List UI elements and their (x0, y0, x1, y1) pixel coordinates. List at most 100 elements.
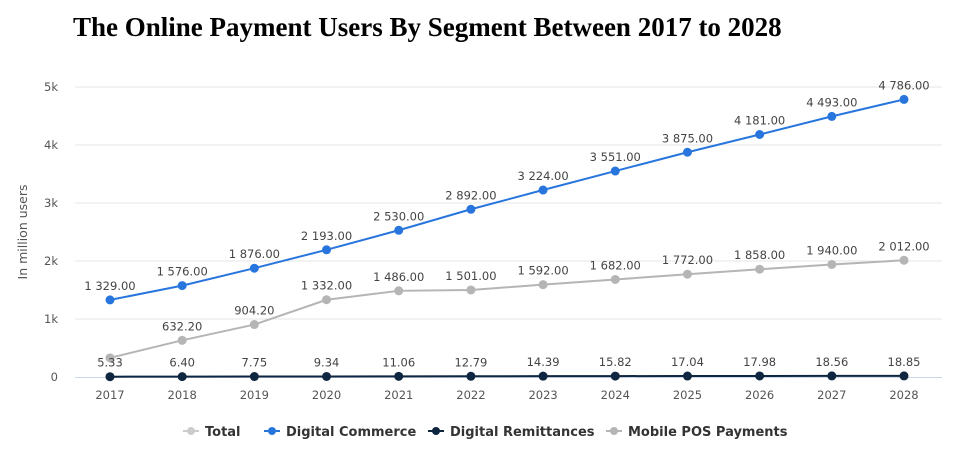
data-point (466, 371, 476, 381)
x-tick-label: 2026 (745, 388, 774, 402)
data-label: 17.98 (743, 355, 776, 369)
data-label: 3 875.00 (662, 131, 713, 145)
data-point (755, 264, 765, 274)
data-label: 11.06 (382, 355, 415, 369)
x-tick-label: 2019 (240, 388, 269, 402)
data-label: 4 786.00 (878, 78, 929, 92)
data-point (610, 166, 620, 176)
legend-marker (432, 427, 440, 435)
data-point (394, 371, 404, 381)
data-label: 6.40 (169, 356, 195, 370)
data-label: 1 486.00 (373, 270, 424, 284)
legend-item[interactable]: Digital Remittances (450, 425, 595, 440)
data-point (682, 147, 692, 157)
data-label: 1 332.00 (301, 279, 352, 293)
data-label: 14.39 (527, 355, 560, 369)
data-point (105, 353, 115, 363)
y-tick-label: 0 (51, 370, 58, 384)
data-label: 632.20 (162, 319, 202, 333)
data-label: 2 193.00 (301, 229, 352, 243)
data-point (177, 372, 187, 382)
data-label: 4 181.00 (734, 114, 785, 128)
data-label: 2 012.00 (878, 239, 929, 253)
legend-item[interactable]: Digital Commerce (286, 425, 416, 440)
data-point (322, 245, 332, 255)
legend-item[interactable]: Mobile POS Payments (628, 425, 788, 440)
x-tick-label: 2017 (95, 388, 124, 402)
data-label: 1 772.00 (662, 253, 713, 267)
data-label: 904.20 (234, 304, 274, 318)
data-label: 2 892.00 (445, 188, 496, 202)
data-label: 1 329.00 (84, 279, 135, 293)
y-tick-label: 5k (44, 80, 58, 94)
data-point (466, 204, 476, 214)
data-label: 3 224.00 (517, 169, 568, 183)
y-tick-label: 2k (44, 254, 58, 268)
data-point (394, 225, 404, 235)
x-tick-label: 2027 (817, 388, 846, 402)
data-point (682, 371, 692, 381)
y-tick-label: 4k (44, 138, 58, 152)
data-point (249, 263, 259, 273)
data-label: 1 501.00 (445, 269, 496, 283)
legend-item[interactable]: Total (205, 425, 241, 440)
data-point (682, 269, 692, 279)
data-point (538, 371, 548, 381)
data-point (466, 285, 476, 295)
data-label: 15.82 (599, 355, 632, 369)
x-tick-label: 2024 (601, 388, 630, 402)
x-tick-label: 2023 (528, 388, 557, 402)
data-point (322, 295, 332, 305)
chart-title: The Online Payment Users By Segment Betw… (73, 12, 782, 42)
x-tick-label: 2018 (168, 388, 197, 402)
data-point (538, 280, 548, 290)
data-point (610, 274, 620, 284)
x-tick-label: 2021 (384, 388, 413, 402)
y-axis-label: In million users (15, 185, 30, 280)
data-label: 18.56 (815, 355, 848, 369)
series-line (109, 374, 905, 378)
data-point (827, 111, 837, 121)
x-tick-label: 2028 (889, 388, 918, 402)
legend-marker (610, 427, 618, 435)
data-point (610, 371, 620, 381)
data-point (827, 259, 837, 269)
data-point (899, 255, 909, 265)
data-point (827, 371, 837, 381)
legend-marker (268, 427, 276, 435)
data-label: 2 530.00 (373, 209, 424, 223)
data-label: 1 576.00 (157, 265, 208, 279)
y-tick-label: 3k (44, 196, 58, 210)
data-point (394, 286, 404, 296)
data-point (755, 130, 765, 140)
data-label: 3 551.00 (590, 150, 641, 164)
data-point (322, 371, 332, 381)
series-line (109, 98, 905, 301)
series-line (109, 259, 905, 359)
y-tick-label: 1k (44, 312, 58, 326)
data-point (177, 281, 187, 291)
data-point (899, 94, 909, 104)
data-point (249, 320, 259, 330)
x-tick-label: 2020 (312, 388, 341, 402)
data-label: 12.79 (454, 355, 487, 369)
data-point (105, 295, 115, 305)
data-label: 5.33 (97, 356, 123, 370)
data-label: 18.85 (888, 355, 921, 369)
data-label: 7.75 (242, 356, 268, 370)
data-label: 1 682.00 (590, 258, 641, 272)
data-point (755, 371, 765, 381)
data-label: 1 876.00 (229, 247, 280, 261)
x-tick-label: 2025 (673, 388, 702, 402)
data-point (249, 372, 259, 382)
data-label: 17.04 (671, 355, 704, 369)
data-point (177, 335, 187, 345)
data-label: 1 940.00 (806, 243, 857, 257)
legend-marker (187, 427, 195, 435)
data-label: 9.34 (314, 355, 340, 369)
data-point (105, 372, 115, 382)
data-label: 1 592.00 (517, 264, 568, 278)
x-tick-label: 2022 (456, 388, 485, 402)
data-label: 4 493.00 (806, 95, 857, 109)
